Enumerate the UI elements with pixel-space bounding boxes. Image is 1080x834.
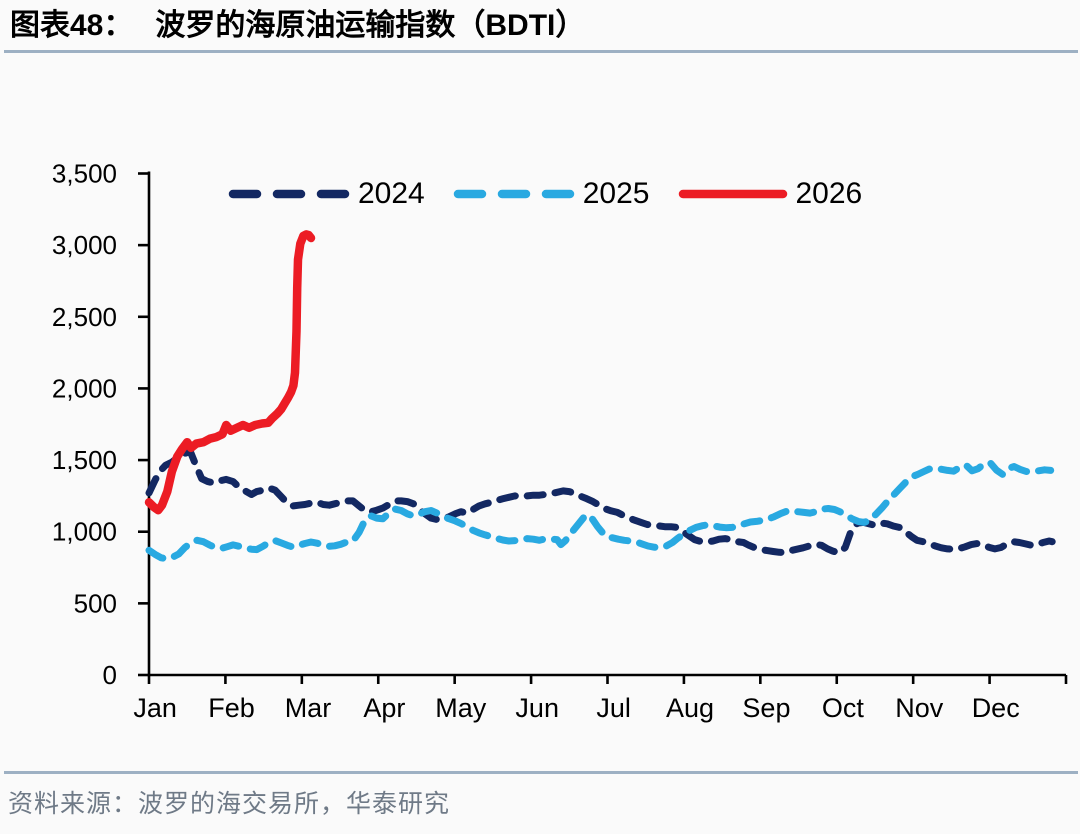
x-tick-label: May: [435, 693, 487, 723]
legend-item-2026: 2026: [678, 177, 863, 210]
x-tick-label: Oct: [822, 693, 865, 723]
x-tick-label: Aug: [666, 693, 714, 723]
source-rule: [4, 771, 1078, 774]
y-tick-label: 3,000: [52, 230, 117, 260]
x-tick-label: Apr: [363, 693, 405, 723]
y-tick-label: 500: [74, 588, 117, 618]
x-tick-label: Feb: [208, 693, 255, 723]
figure-header: 图表48： 波罗的海原油运输指数（BDTI）: [10, 6, 585, 46]
x-tick-label: Jan: [133, 693, 177, 723]
figure-title: 波罗的海原油运输指数（BDTI）: [155, 9, 586, 42]
legend-swatch-2025: [453, 189, 574, 199]
figure-label: 图表48：: [10, 9, 134, 42]
x-tick-label: Mar: [285, 693, 332, 723]
legend-label-2024: 2024: [358, 177, 425, 210]
series-line-2025: [145, 459, 1055, 563]
x-tick-label: Jun: [515, 693, 559, 723]
x-tick-label: Jul: [596, 693, 631, 723]
x-tick-label: Dec: [972, 693, 1020, 723]
y-tick-label: 0: [103, 660, 117, 690]
source-text: 资料来源：波罗的海交易所，华泰研究: [8, 791, 451, 818]
y-tick-label: 1,500: [52, 445, 117, 475]
y-tick-label: 2,500: [52, 302, 117, 332]
series-line-2024: [145, 448, 1056, 557]
x-tick-label: Nov: [895, 693, 944, 723]
legend-item-2024: 2024: [228, 179, 425, 209]
legend-swatch-2026: [678, 189, 787, 199]
title-rule: [4, 50, 1078, 53]
legend-label-2026: 2026: [795, 177, 863, 210]
legend-item-2025: 2025: [453, 179, 650, 209]
legend: 2024 2025 2026: [228, 179, 862, 209]
y-tick-label: 2,000: [52, 373, 117, 403]
x-tick-label: Sep: [742, 693, 790, 723]
legend-swatch-2024: [228, 189, 350, 199]
y-tick-label: 1,000: [52, 517, 117, 547]
y-tick-label: 3,500: [52, 159, 117, 189]
legend-label-2025: 2025: [582, 177, 650, 210]
series-line-2026: [144, 230, 316, 515]
